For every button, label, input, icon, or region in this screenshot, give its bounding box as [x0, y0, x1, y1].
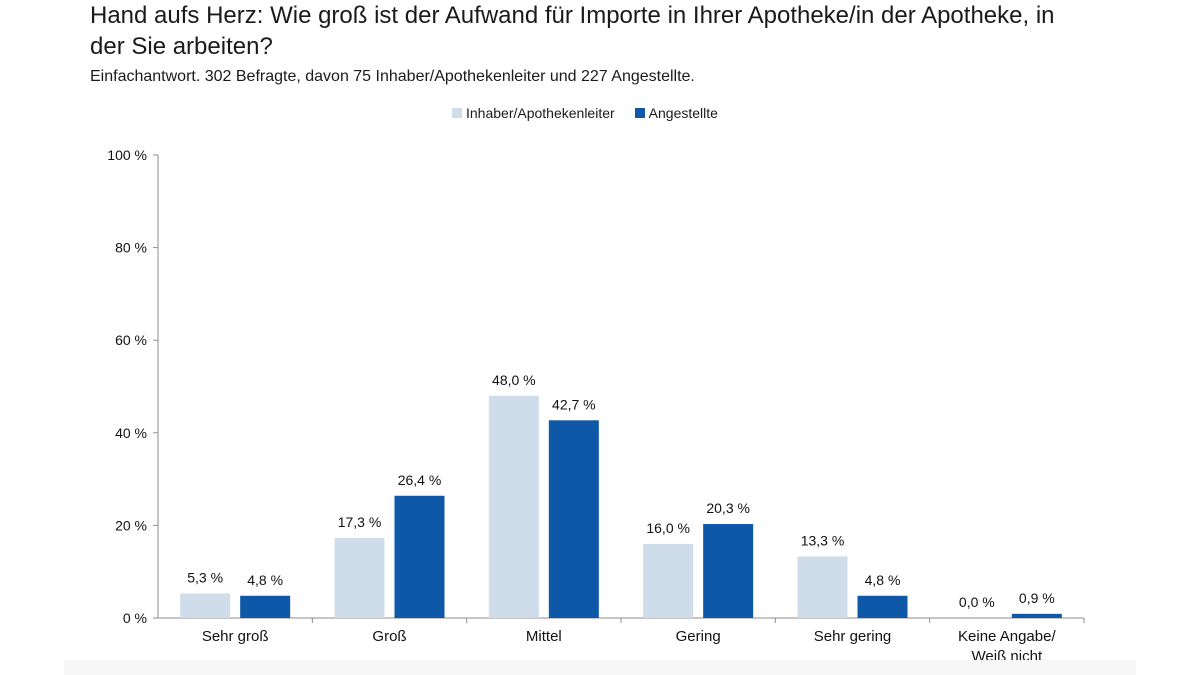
chart-legend: Inhaber/Apothekenleiter Angestellte — [452, 105, 738, 121]
bar-owners — [643, 543, 694, 618]
bar-owners — [334, 537, 385, 618]
legend-item-employees: Angestellte — [634, 105, 718, 121]
data-label: 42,7 % — [552, 396, 596, 412]
bar-employees — [548, 420, 599, 618]
bar-employees — [394, 495, 445, 618]
data-label: 0,9 % — [1019, 590, 1055, 606]
legend-label-employees: Angestellte — [648, 105, 718, 121]
data-label: 0,0 % — [959, 594, 995, 610]
x-tick-label: Sehr groß — [202, 628, 269, 645]
legend-label-owners: Inhaber/Apothekenleiter — [466, 105, 615, 121]
bottom-band — [64, 660, 1136, 675]
bar-employees — [857, 595, 908, 618]
y-tick-label: 20 % — [115, 517, 147, 533]
data-label: 4,8 % — [247, 572, 283, 588]
data-label: 20,3 % — [706, 500, 750, 516]
bar-owners — [180, 593, 231, 618]
bar-employees — [1011, 613, 1062, 618]
legend-item-owners: Inhaber/Apothekenleiter — [452, 105, 615, 121]
y-tick-label: 0 % — [123, 610, 147, 626]
x-tick-label: Keine Angabe/ — [958, 628, 1056, 645]
data-label: 4,8 % — [865, 572, 901, 588]
data-label: 17,3 % — [338, 514, 382, 530]
chart-title: Hand aufs Herz: Wie groß ist der Aufwand… — [90, 2, 1055, 60]
data-label: 26,4 % — [398, 472, 442, 488]
x-tick-label: Sehr gering — [814, 628, 892, 645]
data-label: 16,0 % — [646, 520, 690, 536]
legend-swatch-employees — [634, 108, 645, 118]
y-tick-label: 100 % — [107, 147, 147, 163]
y-tick-label: 60 % — [115, 332, 147, 348]
bar-employees — [240, 595, 291, 618]
data-label: 5,3 % — [187, 569, 223, 585]
x-tick-label: Gering — [676, 628, 721, 645]
bar-owners — [797, 556, 848, 618]
y-tick-label: 40 % — [115, 425, 147, 441]
legend-swatch-owners — [452, 108, 462, 118]
data-label: 13,3 % — [801, 532, 845, 548]
chart-subtitle: Einfachantwort. 302 Befragte, davon 75 I… — [90, 68, 695, 85]
bar-employees — [703, 524, 754, 618]
x-tick-label: Groß — [372, 628, 406, 645]
bar-owners — [488, 395, 539, 618]
data-label: 48,0 % — [492, 372, 536, 388]
y-tick-label: 80 % — [115, 240, 147, 256]
x-tick-label: Mittel — [526, 628, 562, 645]
